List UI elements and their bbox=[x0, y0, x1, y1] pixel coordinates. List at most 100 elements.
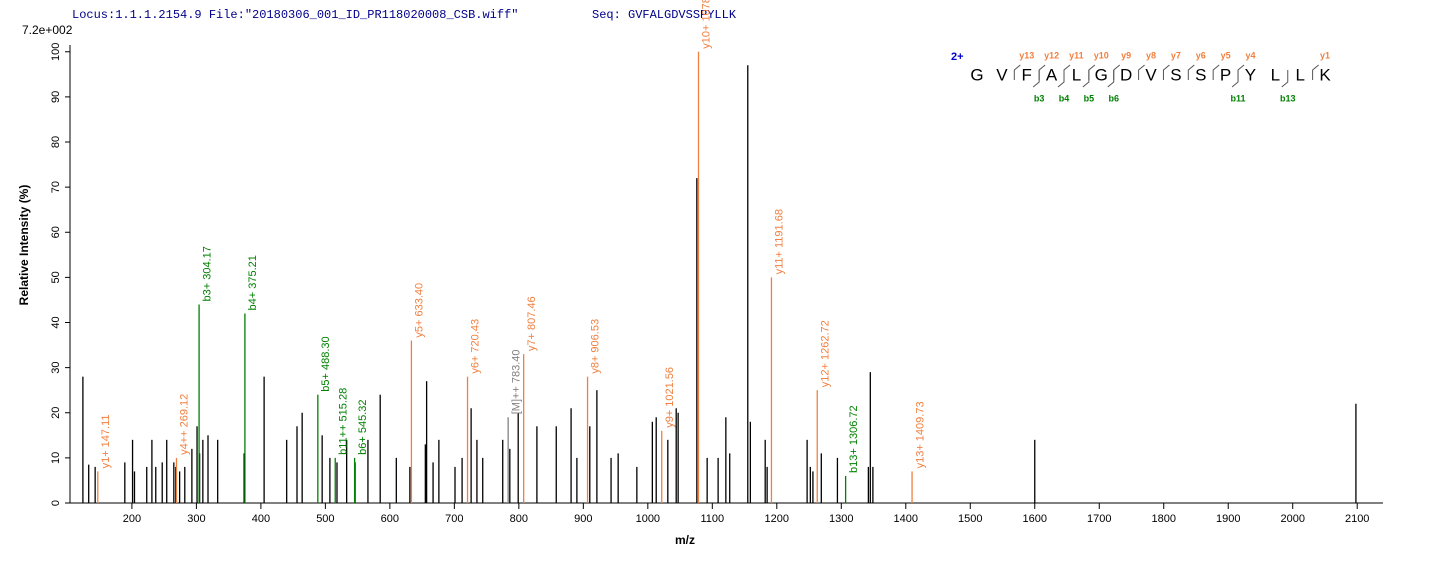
x-tick-label: 600 bbox=[381, 513, 399, 525]
residue: P bbox=[1220, 65, 1231, 84]
y-cleavage bbox=[1162, 64, 1170, 80]
b-ion: b5 bbox=[1084, 93, 1095, 103]
x-tick-label: 400 bbox=[252, 513, 270, 525]
b-ion: b6 bbox=[1108, 93, 1119, 103]
residue: L bbox=[1271, 65, 1280, 84]
peak-label: y6+ 720.43 bbox=[470, 319, 482, 374]
peak-label: y9+ 1021.56 bbox=[664, 367, 676, 428]
y-ion: y9 bbox=[1121, 50, 1131, 60]
peak-label: y1+ 147.11 bbox=[100, 414, 112, 468]
y-ion: y1 bbox=[1320, 50, 1330, 60]
y-ion: y12 bbox=[1044, 50, 1059, 60]
peak-label: y13+ 1409.73 bbox=[914, 401, 926, 468]
residue: D bbox=[1120, 65, 1132, 84]
x-tick-label: 1900 bbox=[1216, 513, 1240, 525]
x-tick-label: 2100 bbox=[1345, 513, 1369, 525]
y-tick-label: 10 bbox=[50, 452, 62, 464]
x-tick-label: 700 bbox=[445, 513, 463, 525]
y-ion: y10 bbox=[1094, 50, 1109, 60]
b-cleavage bbox=[1281, 70, 1289, 88]
y-ion: y5 bbox=[1221, 50, 1231, 60]
y-cleavage bbox=[1038, 64, 1046, 80]
y-ion: y6 bbox=[1196, 50, 1206, 60]
peak-label: y10+ 1078.59 bbox=[701, 0, 713, 49]
peak-label: b6+ 545.32 bbox=[357, 400, 369, 455]
y-tick-label: 80 bbox=[50, 136, 62, 148]
peak-label: y11+ 1191.68 bbox=[774, 209, 786, 274]
x-tick-label: 1700 bbox=[1087, 513, 1111, 525]
b-ion: b4 bbox=[1059, 93, 1070, 103]
y-cleavage bbox=[1312, 64, 1319, 80]
residue: G bbox=[1095, 65, 1108, 84]
peak-label: y4++ 269.12 bbox=[179, 394, 191, 455]
y-cleavage bbox=[1187, 64, 1195, 80]
b-cleavage bbox=[1231, 70, 1239, 88]
peak-label: b11++ 515.28 bbox=[337, 388, 349, 455]
residue: S bbox=[1170, 65, 1181, 84]
y-tick-label: 70 bbox=[50, 181, 62, 193]
y-ion: y13 bbox=[1019, 50, 1034, 60]
y-tick-label: 90 bbox=[50, 91, 62, 103]
b-ion: b11 bbox=[1231, 93, 1246, 103]
y-tick-label: 40 bbox=[50, 316, 62, 328]
x-tick-label: 1800 bbox=[1151, 513, 1175, 525]
x-tick-label: 1300 bbox=[829, 513, 853, 525]
x-axis-label: m/z bbox=[675, 533, 695, 547]
x-tick-label: 300 bbox=[187, 513, 205, 525]
y-ion: y8 bbox=[1146, 50, 1156, 60]
x-tick-label: 1500 bbox=[958, 513, 982, 525]
x-tick-label: 1400 bbox=[894, 513, 918, 525]
charge: 2+ bbox=[951, 51, 964, 63]
b-cleavage bbox=[1082, 70, 1090, 88]
peak-label: b4+ 375.21 bbox=[247, 255, 259, 310]
residue: V bbox=[1145, 65, 1157, 84]
residue: V bbox=[996, 65, 1008, 84]
y-tick-label: 60 bbox=[50, 226, 62, 238]
x-tick-label: 1000 bbox=[636, 513, 660, 525]
residue: G bbox=[970, 65, 983, 84]
y-tick-label: 0 bbox=[50, 500, 62, 506]
x-tick-label: 800 bbox=[510, 513, 528, 525]
y-tick-label: 30 bbox=[50, 362, 62, 374]
b-ion: b3 bbox=[1034, 93, 1045, 103]
y-cleavage bbox=[1113, 64, 1121, 80]
y-tick-label: 50 bbox=[50, 271, 62, 283]
residue: S bbox=[1195, 65, 1206, 84]
peak-label: b5+ 488.30 bbox=[320, 336, 332, 391]
y-tick-label: 20 bbox=[50, 407, 62, 419]
x-tick-label: 900 bbox=[574, 513, 592, 525]
b-cleavage bbox=[1057, 70, 1065, 88]
x-tick-label: 2000 bbox=[1280, 513, 1304, 525]
y-cleavage bbox=[1212, 64, 1220, 80]
residue: L bbox=[1295, 65, 1304, 84]
y-ion: y11 bbox=[1069, 50, 1084, 60]
y-cleavage bbox=[1063, 64, 1071, 80]
peak-label: b13+ 1306.72 bbox=[848, 405, 860, 473]
peak-label: [M]++ 783.40 bbox=[510, 349, 522, 414]
b-cleavage bbox=[1032, 70, 1040, 88]
residue: L bbox=[1072, 65, 1081, 84]
max-intensity: 7.2e+002 bbox=[22, 23, 73, 37]
y-cleavage bbox=[1237, 64, 1245, 80]
peak-label: b3+ 304.17 bbox=[201, 246, 213, 301]
y-tick-label: 100 bbox=[50, 43, 62, 61]
residue: A bbox=[1046, 65, 1058, 84]
peak-label: y12+ 1262.72 bbox=[819, 320, 831, 387]
residue: F bbox=[1022, 65, 1032, 84]
y-ion: y4 bbox=[1245, 50, 1255, 60]
y-ion: y7 bbox=[1171, 50, 1181, 60]
x-tick-label: 1600 bbox=[1023, 513, 1047, 525]
b-cleavage bbox=[1107, 70, 1115, 88]
y-cleavage bbox=[1138, 64, 1145, 80]
y-cleavage bbox=[1013, 64, 1021, 80]
peak-label: y8+ 906.53 bbox=[590, 319, 602, 374]
locus: Locus:1.1.1.2154.9 File:"20180306_001_ID… bbox=[72, 8, 518, 22]
x-tick-label: 200 bbox=[123, 513, 141, 525]
sequence-header: Seq: GVFALGDVSSPYLLK bbox=[592, 8, 737, 22]
x-tick-label: 1200 bbox=[765, 513, 789, 525]
residue: Y bbox=[1245, 65, 1256, 84]
b-ion: b13 bbox=[1280, 93, 1296, 103]
y-axis-label: Relative Intensity (%) bbox=[17, 185, 31, 306]
peak-label: y7+ 807.46 bbox=[526, 296, 538, 351]
